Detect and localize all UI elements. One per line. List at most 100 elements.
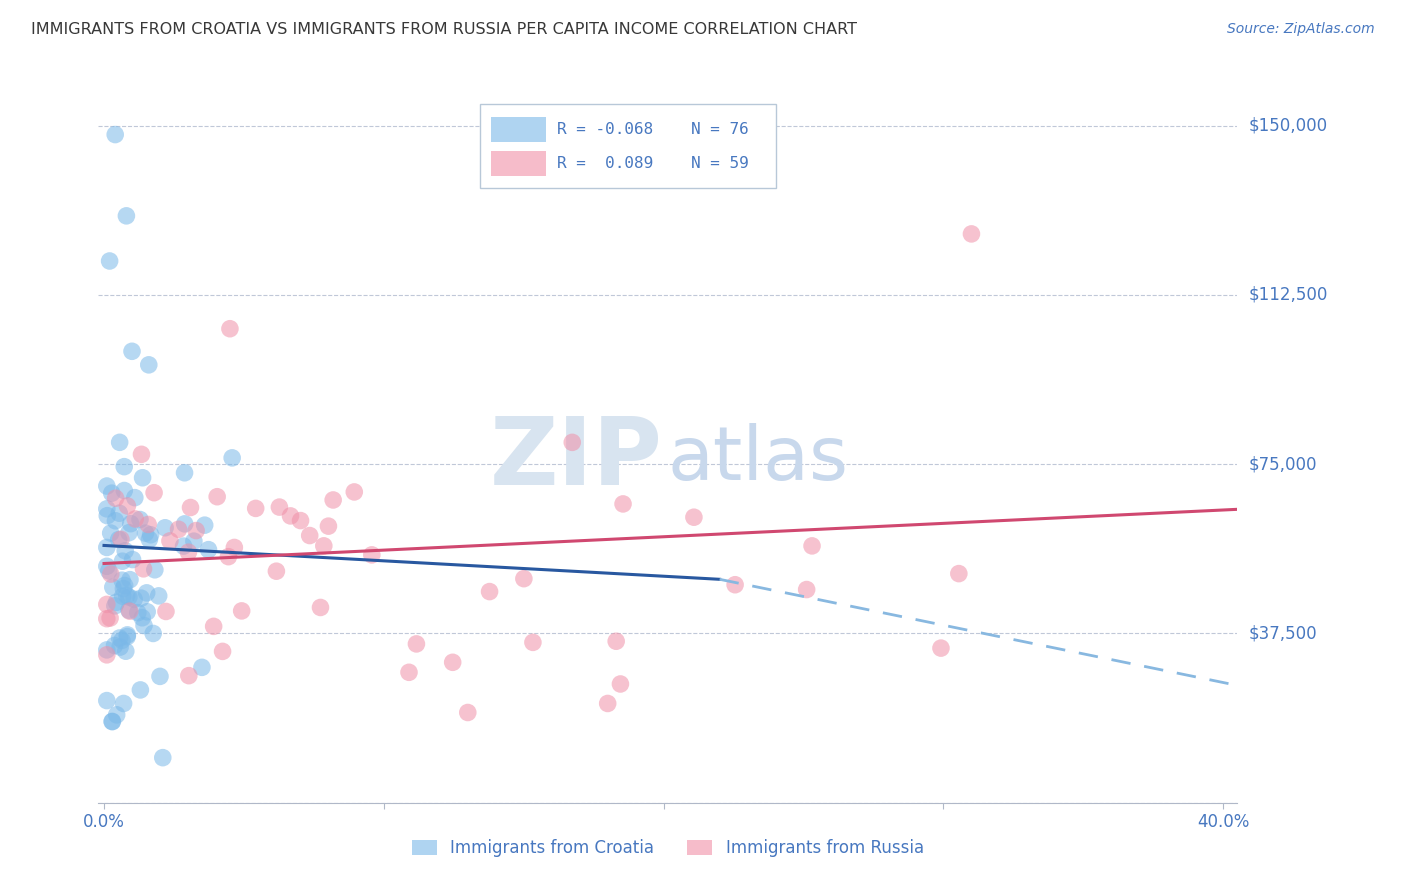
Point [98, 254, 121, 268]
Point [118, 590, 141, 604]
Point [219, 322, 242, 336]
Point [121, 552, 143, 566]
Point [522, 635, 544, 649]
Point [97, 564, 120, 578]
Point [343, 484, 366, 499]
Text: $75,000: $75,000 [1249, 455, 1317, 473]
Point [191, 660, 214, 674]
Point [114, 543, 136, 558]
Point [298, 528, 321, 542]
Point [96, 479, 118, 493]
Point [683, 510, 706, 524]
Point [167, 522, 190, 536]
Point [117, 628, 139, 642]
Text: N = 59: N = 59 [690, 156, 748, 171]
Point [131, 447, 153, 461]
Legend: Immigrants from Croatia, Immigrants from Russia: Immigrants from Croatia, Immigrants from… [405, 832, 931, 864]
Point [152, 750, 174, 764]
Point [129, 682, 152, 697]
Point [124, 491, 146, 505]
Point [117, 499, 139, 513]
Text: N = 76: N = 76 [690, 122, 748, 137]
Point [124, 512, 146, 526]
Point [322, 493, 344, 508]
Point [605, 634, 627, 648]
Text: $150,000: $150,000 [1249, 117, 1327, 135]
Point [205, 490, 228, 504]
Text: $37,500: $37,500 [1249, 624, 1317, 642]
Point [290, 514, 312, 528]
Point [948, 566, 970, 581]
Point [245, 501, 267, 516]
Point [309, 600, 332, 615]
Point [155, 604, 177, 618]
Point [441, 656, 464, 670]
Point [177, 668, 200, 682]
Point [118, 604, 141, 618]
Point [105, 707, 128, 722]
Point [138, 533, 160, 547]
Point [111, 573, 134, 587]
Point [114, 578, 136, 592]
Point [121, 344, 143, 359]
Point [184, 524, 207, 538]
Point [98, 611, 121, 625]
Point [96, 693, 118, 707]
Point [139, 528, 162, 542]
Point [398, 665, 420, 680]
Point [111, 589, 134, 603]
Point [118, 603, 141, 617]
Point [478, 584, 501, 599]
Point [179, 500, 201, 515]
Point [266, 564, 288, 578]
Point [796, 582, 818, 597]
Point [101, 714, 124, 729]
Point [143, 563, 166, 577]
Point [221, 450, 243, 465]
Point [114, 644, 136, 658]
Point [96, 648, 118, 662]
Point [224, 541, 246, 555]
Point [197, 542, 219, 557]
Point [96, 508, 118, 523]
Point [112, 582, 135, 596]
Point [513, 572, 536, 586]
Point [231, 604, 253, 618]
Point [132, 562, 155, 576]
Text: R =  0.089: R = 0.089 [557, 156, 654, 171]
Point [194, 518, 217, 533]
Point [173, 466, 195, 480]
Point [138, 358, 160, 372]
Point [612, 497, 634, 511]
Point [100, 567, 122, 582]
Point [173, 539, 195, 553]
Point [134, 526, 156, 541]
Point [724, 578, 747, 592]
Point [132, 618, 155, 632]
Point [269, 500, 291, 514]
Point [801, 539, 824, 553]
Point [111, 633, 134, 648]
Text: R = -0.068: R = -0.068 [557, 122, 654, 137]
Point [360, 548, 382, 562]
Text: $112,500: $112,500 [1249, 285, 1327, 304]
Point [96, 643, 118, 657]
FancyBboxPatch shape [479, 104, 776, 188]
Point [131, 471, 153, 485]
Point [129, 591, 152, 606]
Point [142, 626, 165, 640]
Point [107, 533, 129, 547]
Point [561, 435, 583, 450]
Point [111, 554, 134, 568]
Point [405, 637, 427, 651]
Point [183, 534, 205, 549]
Point [143, 485, 166, 500]
Point [148, 589, 170, 603]
Point [118, 573, 141, 587]
Point [104, 599, 127, 613]
Text: Source: ZipAtlas.com: Source: ZipAtlas.com [1227, 22, 1375, 37]
Point [135, 586, 157, 600]
Point [96, 598, 118, 612]
Point [159, 533, 181, 548]
Point [131, 611, 153, 625]
